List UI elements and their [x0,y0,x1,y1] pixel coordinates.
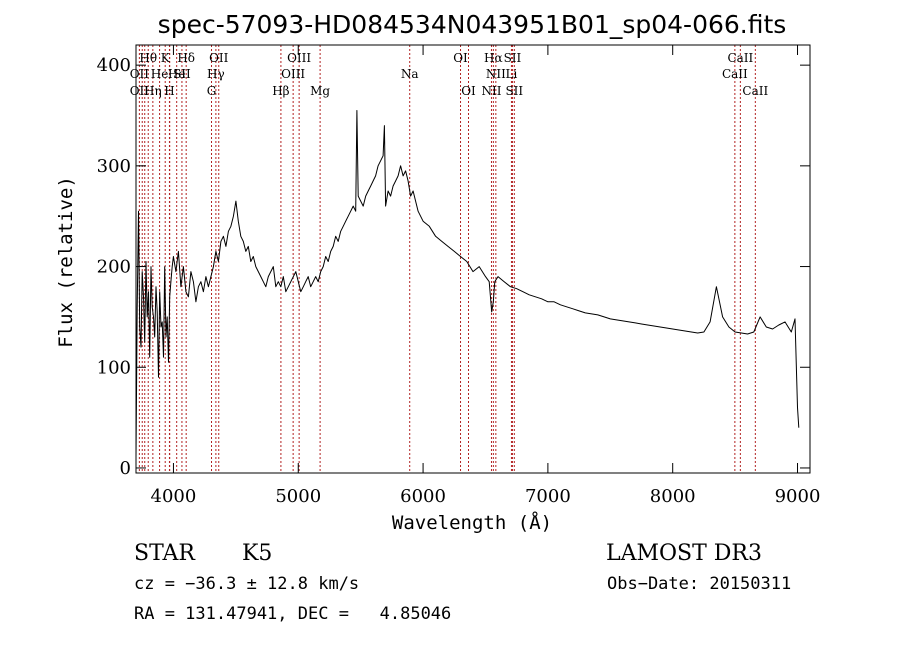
x-tick-label-2: 6000 [400,486,446,507]
line-label-9: OII [130,67,150,81]
line-label-20: Hη [144,84,162,98]
line-label-15: Na [401,67,419,81]
line-label-27: SII [505,84,523,98]
x-tick-label-0: 4000 [151,486,197,507]
line-label-1: K [161,51,171,65]
y-tick-label-4: 400 [97,55,131,76]
chart-title: spec-57093-HD084534N043951B01_sp04-066.f… [158,10,787,39]
object-subclass: K5 [242,541,272,566]
line-label-24: Mg [310,84,330,98]
axis-tick-labels: 4000 5000 6000 7000 8000 9000 0 100 200 300 400 [97,55,821,507]
y-axis-label: Flux (relative) [55,176,77,348]
line-label-18: CaII [722,67,748,81]
line-label-13: Hγ [207,67,225,81]
line-label-11: He [168,67,186,81]
y-tick-label-2: 200 [97,257,131,278]
line-label-10: He [151,67,169,81]
line-label-21: H [164,84,174,98]
line-label-12: SII [173,67,191,81]
line-label-3: OII [209,51,229,65]
redshift-readout: cz = −36.3 ± 12.8 km/s [134,574,359,594]
axis-ticks [136,45,810,473]
spectrum-series [135,110,800,458]
survey-name: LAMOST DR3 [606,541,762,566]
x-tick-label-3: 7000 [525,486,571,507]
line-label-0: Hθ [139,51,157,65]
line-label-6: Hα [484,51,503,65]
emission-line-markers [138,45,756,473]
line-label-7: SII [504,51,522,65]
line-label-2: Hδ [177,51,195,65]
line-label-28: CaII [742,84,768,98]
y-tick-label-3: 300 [97,156,131,177]
line-label-14: OIII [281,67,305,81]
plot-frame [135,44,811,474]
observation-date: Obs−Date: 20150311 [607,574,791,594]
object-class: STAR [134,541,196,566]
x-axis-label: Wavelength (Å) [392,511,552,534]
y-tick-label-1: 100 [97,357,131,378]
line-label-5: OI [453,51,468,65]
line-label-16: NII [486,67,506,81]
coordinates-readout: RA = 131.47941, DEC = 4.85046 [134,604,451,624]
line-label-4: OIII [287,51,311,65]
line-label-22: G [207,84,217,98]
x-tick-label-5: 9000 [775,486,821,507]
x-tick-label-4: 8000 [650,486,696,507]
line-label-23: Hβ [272,84,289,98]
line-label-26: NII [481,84,501,98]
line-label-17: Li [506,67,518,81]
y-tick-label-0: 0 [120,458,131,479]
line-label-19: OII [130,84,150,98]
line-label-8: CaII [727,51,753,65]
x-tick-label-1: 5000 [275,486,321,507]
spectrum-line [135,110,800,458]
line-label-25: OI [461,84,476,98]
